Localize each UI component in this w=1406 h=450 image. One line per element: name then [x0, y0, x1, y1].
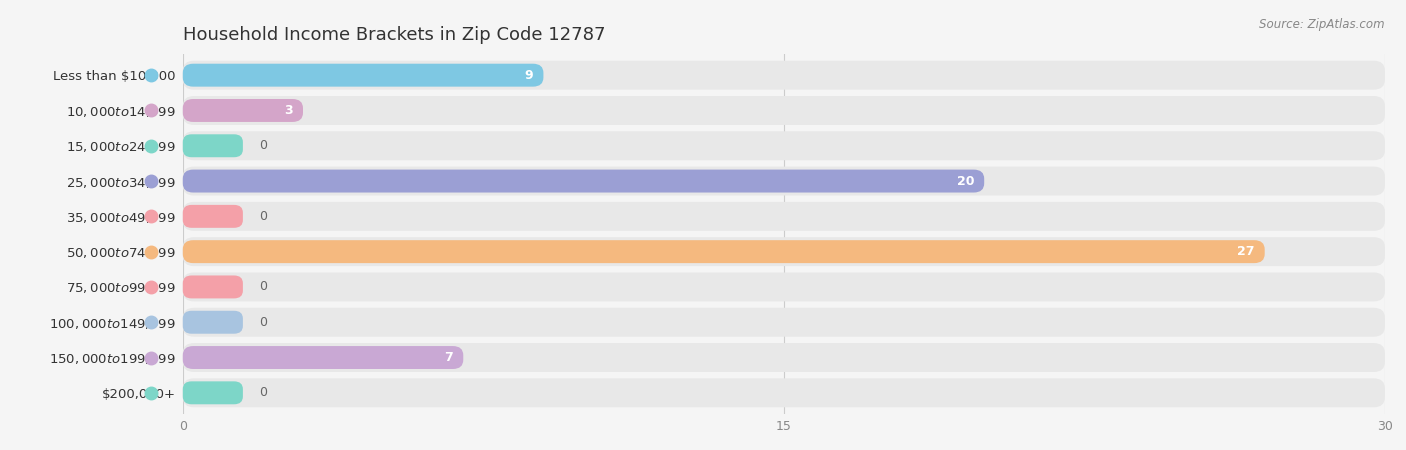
FancyBboxPatch shape	[183, 240, 1265, 263]
FancyBboxPatch shape	[183, 170, 984, 193]
FancyBboxPatch shape	[183, 61, 1385, 90]
Text: 0: 0	[259, 210, 267, 223]
Text: 9: 9	[524, 69, 533, 82]
Text: Household Income Brackets in Zip Code 12787: Household Income Brackets in Zip Code 12…	[183, 26, 605, 44]
FancyBboxPatch shape	[183, 275, 243, 298]
Text: Source: ZipAtlas.com: Source: ZipAtlas.com	[1260, 18, 1385, 31]
FancyBboxPatch shape	[183, 99, 304, 122]
Text: 0: 0	[259, 316, 267, 329]
FancyBboxPatch shape	[183, 311, 243, 334]
FancyBboxPatch shape	[183, 346, 464, 369]
FancyBboxPatch shape	[183, 131, 1385, 160]
Text: 20: 20	[956, 175, 974, 188]
FancyBboxPatch shape	[183, 96, 1385, 125]
Text: 0: 0	[259, 386, 267, 399]
FancyBboxPatch shape	[183, 381, 243, 404]
FancyBboxPatch shape	[183, 343, 1385, 372]
FancyBboxPatch shape	[183, 205, 243, 228]
FancyBboxPatch shape	[183, 237, 1385, 266]
Text: 3: 3	[284, 104, 292, 117]
FancyBboxPatch shape	[183, 166, 1385, 196]
FancyBboxPatch shape	[183, 202, 1385, 231]
Text: 0: 0	[259, 139, 267, 152]
Text: 0: 0	[259, 280, 267, 293]
FancyBboxPatch shape	[183, 272, 1385, 302]
FancyBboxPatch shape	[183, 378, 1385, 407]
Text: 27: 27	[1237, 245, 1254, 258]
Text: 7: 7	[444, 351, 453, 364]
FancyBboxPatch shape	[183, 134, 243, 157]
FancyBboxPatch shape	[183, 64, 544, 87]
FancyBboxPatch shape	[183, 308, 1385, 337]
